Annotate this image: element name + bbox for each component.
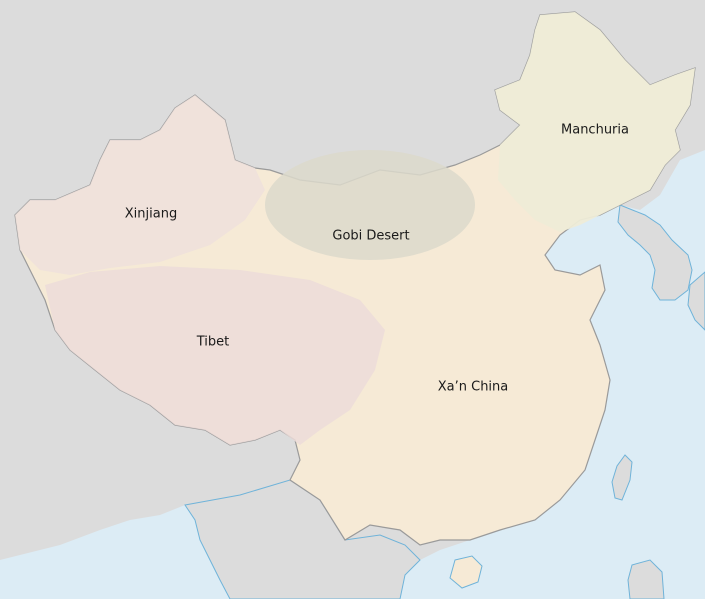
bay-of-bengal-sea xyxy=(0,505,230,599)
taiwan-land xyxy=(611,454,633,501)
japan-land xyxy=(687,271,705,331)
east-sea xyxy=(400,150,705,599)
korea-land xyxy=(617,204,693,301)
manchuria-region xyxy=(495,12,695,232)
tibet-region xyxy=(45,266,385,445)
hainan-land xyxy=(449,555,483,589)
gobi-region xyxy=(265,150,475,260)
philippines-land xyxy=(627,559,665,599)
xinjiang-region xyxy=(15,95,265,275)
